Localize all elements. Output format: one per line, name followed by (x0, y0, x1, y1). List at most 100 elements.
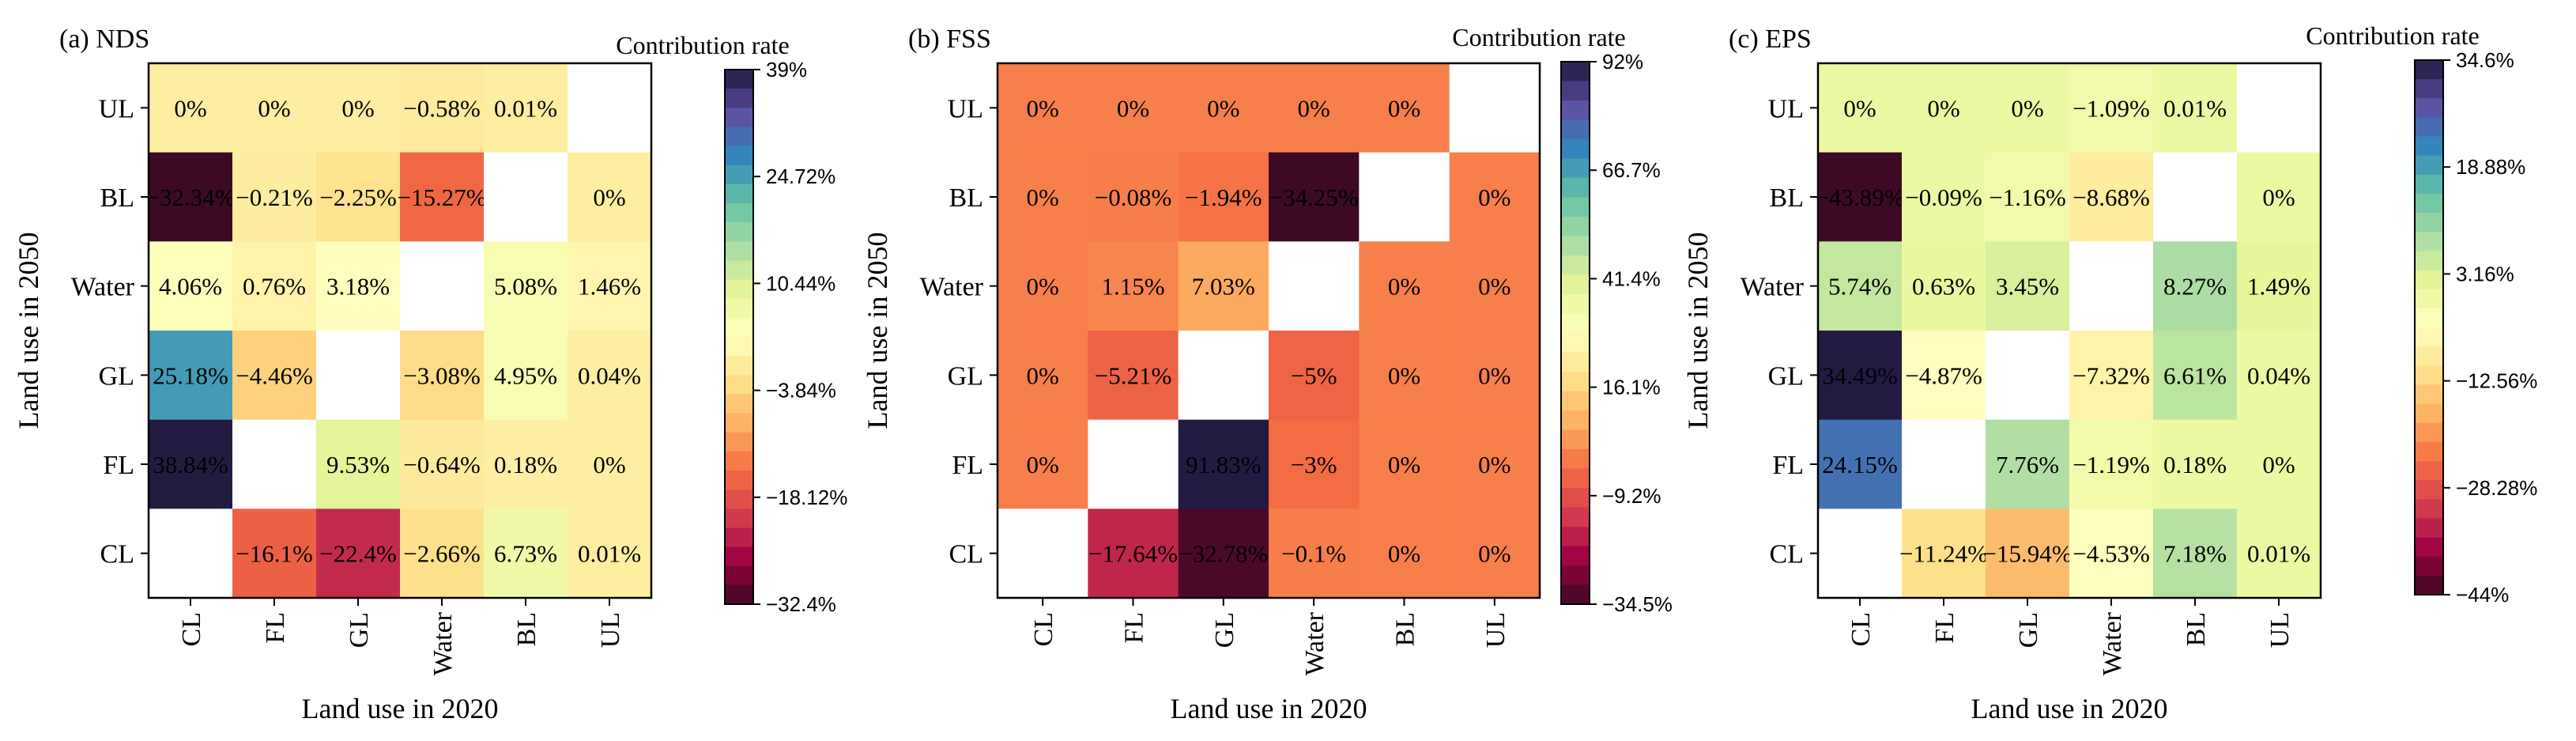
y-tick-label: UL (948, 94, 983, 123)
heatmap-cell-empty (1178, 331, 1269, 421)
heatmap-cell (1818, 152, 1903, 242)
colorbar-band (1561, 372, 1590, 392)
cell-value-label: −0.21% (236, 183, 313, 211)
cell-value-label: 4.95% (494, 361, 557, 389)
heatmap-cell (316, 508, 401, 599)
colorbar-band (2415, 270, 2443, 290)
colorbar-band (1561, 410, 1590, 431)
colorbar-band (725, 546, 753, 567)
heatmap-cell (400, 508, 485, 599)
colorbar-band (2415, 308, 2443, 328)
colorbar-band (725, 432, 753, 452)
x-axis-label: Land use in 2020 (1171, 693, 1367, 724)
colorbar-band (2415, 155, 2443, 176)
colorbar-band (1561, 313, 1590, 334)
cell-value-label: −4.87% (1905, 361, 1982, 389)
colorbar-band (1561, 178, 1590, 198)
colorbar-band (725, 356, 753, 376)
colorbar-tick-label: 10.44% (766, 271, 835, 295)
cell-value-label: −1.94% (1185, 183, 1262, 211)
heatmap-cell (1359, 508, 1450, 599)
colorbar-band (725, 413, 753, 433)
heatmap-cell-empty (1818, 508, 1903, 599)
colorbar-band (1561, 546, 1590, 566)
y-tick-label: GL (99, 361, 134, 391)
cell-value-label: 0% (1027, 451, 1059, 478)
heatmap-cell (316, 63, 401, 153)
colorbar-band (2415, 251, 2443, 271)
colorbar-band (1561, 294, 1590, 315)
heatmap-cell-empty (1269, 241, 1360, 331)
heatmap-cell-empty (316, 331, 401, 421)
cell-value-label: 5.08% (494, 273, 557, 301)
cell-value-label: 0.01% (2247, 540, 2310, 568)
colorbar-band (2415, 441, 2443, 462)
colorbar-band (725, 394, 753, 414)
colorbar-band (725, 89, 753, 108)
colorbar-band (2415, 499, 2443, 520)
cell-value-label: −0.64% (403, 451, 481, 478)
colorbar-band (1561, 217, 1590, 237)
heatmap-cell (1986, 152, 2070, 242)
cell-value-label: 0% (1027, 361, 1059, 389)
y-tick-label: FL (952, 451, 983, 480)
colorbar-band (1561, 429, 1590, 450)
colorbar-band (1561, 81, 1590, 101)
cell-value-label: −11.24% (1899, 540, 1988, 568)
heatmap-cell (2237, 241, 2321, 331)
panel-title: (a) NDS (59, 25, 149, 54)
x-tick-label: FL (1930, 612, 1959, 644)
cell-value-label: 0.76% (243, 273, 306, 301)
heatmap-cell (998, 63, 1088, 153)
colorbar-tick-label: 92% (1602, 50, 1643, 74)
colorbar-title: Contribution rate (616, 31, 790, 59)
colorbar-tick-label: 41.4% (1602, 267, 1661, 290)
x-tick-label: CL (1846, 612, 1876, 646)
heatmap-cell (2153, 241, 2238, 331)
x-tick-label: BL (2182, 612, 2211, 646)
colorbar-band (1561, 100, 1590, 121)
heatmap-cell (1449, 241, 1541, 331)
colorbar-band (1561, 255, 1590, 276)
colorbar-band (725, 565, 753, 586)
cell-value-label: 6.73% (494, 540, 557, 568)
cell-value-label: −0.1% (1281, 540, 1346, 568)
heatmap-cell (2069, 508, 2154, 599)
cell-value-label: 0% (593, 451, 625, 478)
heatmap-cell-empty (1359, 152, 1450, 242)
cell-value-label: 8.27% (2163, 273, 2227, 301)
colorbar-frame (1560, 61, 1590, 605)
cell-value-label: 5.74% (1828, 273, 1891, 301)
heatmap-cell (1088, 241, 1179, 331)
cell-value-label: 0% (1478, 540, 1511, 568)
colorbar-tick-label: 34.6% (2456, 48, 2514, 72)
cell-value-label: −1.19% (2072, 451, 2150, 478)
cell-value-label: 0% (1207, 94, 1239, 122)
heatmap-cell (2237, 508, 2321, 599)
heatmap-cell (568, 508, 652, 599)
y-tick-label: CL (100, 540, 134, 569)
cell-value-label: 0% (1843, 94, 1876, 122)
heatmap-cell (2237, 331, 2321, 421)
heatmap-cell (400, 63, 485, 153)
colorbar-band (2415, 480, 2443, 500)
colorbar-band (2415, 174, 2443, 195)
heatmap-cell (400, 331, 485, 421)
cell-value-label: 0% (341, 94, 374, 122)
heatmap-cell (1449, 152, 1541, 242)
heatmap-cell (1902, 152, 1986, 242)
colorbar-band (2415, 98, 2443, 119)
colorbar-band (725, 490, 753, 509)
heatmap-cell (2069, 419, 2154, 509)
heatmap-cell (2153, 419, 2238, 509)
colorbar-tick-label: −32.4% (766, 592, 836, 616)
cell-value-label: 7.76% (1996, 451, 2059, 478)
colorbar-band (1561, 391, 1590, 411)
heatmap-cell (1088, 152, 1179, 242)
heatmap-cell (400, 152, 485, 242)
heatmap-cell (568, 241, 652, 331)
heatmap-cell (232, 63, 317, 153)
colorbar-band (2415, 194, 2443, 214)
colorbar-band (1561, 507, 1590, 527)
colorbar-band (1561, 352, 1590, 372)
